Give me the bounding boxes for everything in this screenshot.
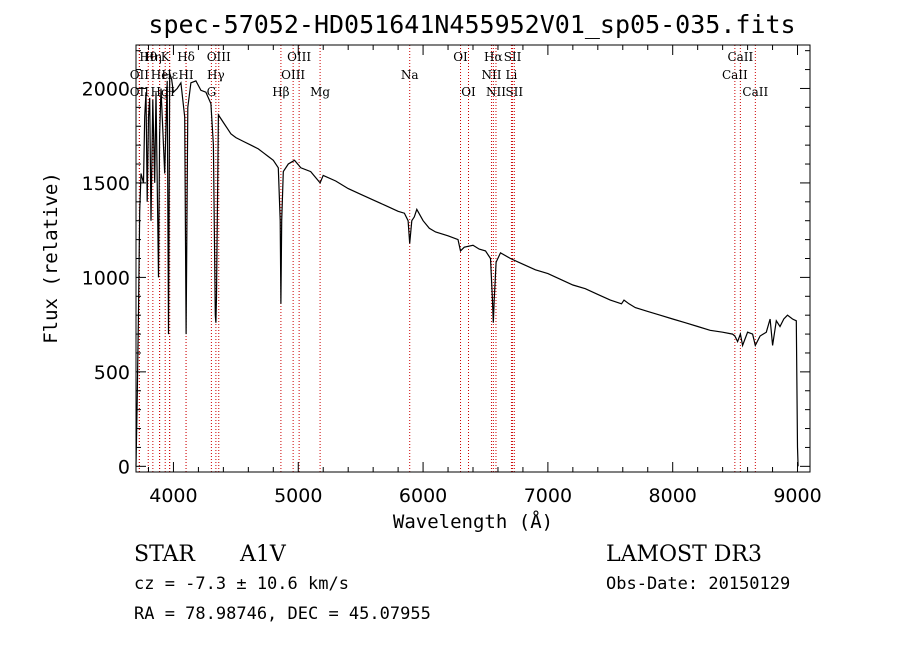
y-axis-label: Flux (relative) xyxy=(40,172,62,344)
y-tick-label: 2000 xyxy=(82,78,130,100)
x-tick-label: 8000 xyxy=(649,485,697,507)
redshift-velocity: cz = -7.3 ± 10.6 km/s xyxy=(134,574,349,594)
line-marker-label: K xyxy=(161,50,171,64)
line-marker-label: OIII xyxy=(207,50,231,64)
spectral-line-markers xyxy=(138,45,756,472)
line-marker-label: He xyxy=(151,68,169,82)
x-tick-label: 5000 xyxy=(274,485,322,507)
line-marker-label: OIII xyxy=(287,50,311,64)
line-marker-label: Mg xyxy=(310,85,330,99)
x-tick-label: 7000 xyxy=(524,485,572,507)
line-marker-label: CaII xyxy=(727,50,753,64)
line-marker-label: G xyxy=(207,85,217,99)
observation-date: Obs-Date: 20150129 xyxy=(606,574,790,594)
x-tick-label: 9000 xyxy=(773,485,821,507)
line-marker-label: NII xyxy=(486,85,506,99)
spectrum-line xyxy=(135,73,799,467)
line-marker-label: OIII xyxy=(281,68,305,82)
line-marker-label: Hδ xyxy=(177,50,195,64)
line-marker-label: Hα xyxy=(484,50,503,64)
line-marker-label: SII xyxy=(505,85,523,99)
survey-name: LAMOST DR3 xyxy=(606,542,762,567)
line-marker-label: OI xyxy=(461,85,476,99)
line-marker-label: OII xyxy=(130,68,150,82)
line-marker-label: HI xyxy=(178,68,193,82)
line-marker-label: Na xyxy=(401,68,419,82)
line-marker-label: NII xyxy=(481,68,501,82)
spectral-class: A1V xyxy=(239,542,287,567)
line-marker-label: CaII xyxy=(722,68,748,82)
line-marker-label: Hη xyxy=(144,50,162,64)
x-axis: 4000 5000 6000 7000 8000 9000 xyxy=(147,45,822,507)
line-marker-label: Li xyxy=(506,68,518,82)
line-marker-label: Hβ xyxy=(272,85,289,99)
spectral-line-labels: OIIOIIHθHηHeHgHεKHHδHIGHγOIIIHβOIIIOIIIM… xyxy=(130,50,769,99)
x-tick-label: 6000 xyxy=(399,485,447,507)
line-marker-label: Hγ xyxy=(207,68,225,82)
line-marker-label: SII xyxy=(504,50,522,64)
x-tick-label: 4000 xyxy=(149,485,197,507)
line-marker-label: Hθ xyxy=(139,50,157,64)
y-tick-label: 1500 xyxy=(82,173,130,195)
line-marker-label: OI xyxy=(453,50,468,64)
line-marker-label: Hg xyxy=(151,85,169,99)
y-axis: 0 500 1000 1500 2000 xyxy=(82,50,810,478)
x-axis-label: Wavelength (Å) xyxy=(393,510,553,533)
y-tick-label: 1000 xyxy=(82,267,130,289)
y-tick-label: 500 xyxy=(94,362,130,384)
chart-title: spec-57052-HD051641N455952V01_sp05-035.f… xyxy=(148,10,795,39)
sky-coordinates: RA = 78.98746, DEC = 45.07955 xyxy=(134,604,431,624)
object-type: STAR xyxy=(134,542,196,567)
y-tick-label: 0 xyxy=(118,456,130,478)
line-marker-label: CaII xyxy=(742,85,768,99)
plot-frame xyxy=(135,44,811,473)
